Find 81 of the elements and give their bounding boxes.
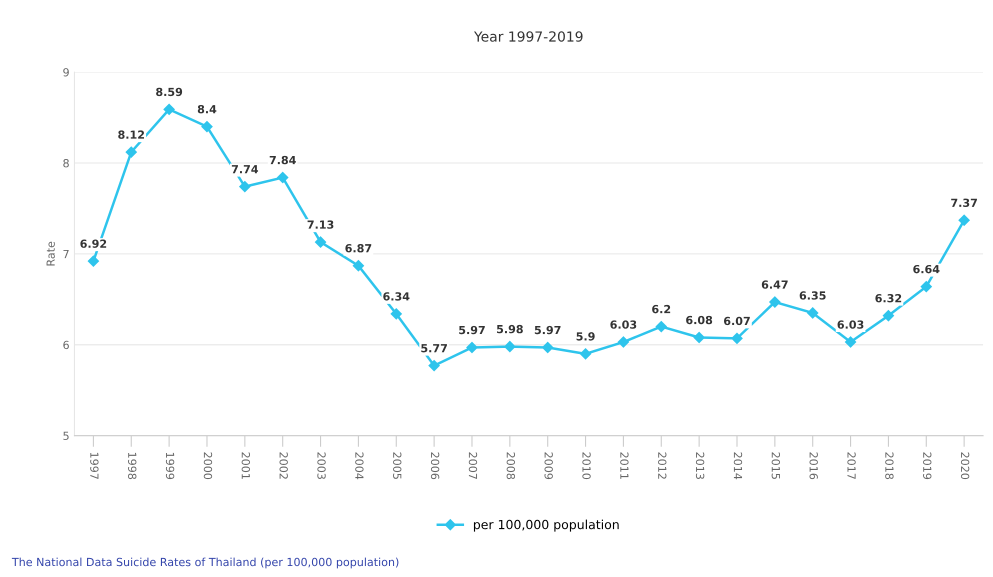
data-label: 5.97: [459, 326, 485, 334]
point: [466, 342, 478, 354]
y-tick-label: 7: [63, 250, 69, 258]
point: [201, 121, 213, 132]
data-label: 7.84: [270, 156, 296, 164]
point: [769, 296, 780, 308]
text: The National Data Suicide Rates of Thailand (per 100,000 population): [12, 558, 398, 568]
point: [807, 307, 818, 319]
data-label: 6.64: [913, 264, 940, 274]
x-tick-label: 2011: [620, 452, 629, 479]
point: [618, 336, 630, 348]
point: [542, 342, 554, 354]
x-tick-label: 2013: [696, 452, 704, 479]
x-tick-label: 2004: [355, 452, 364, 480]
data-label: 5.98: [496, 324, 523, 334]
point: [428, 360, 440, 372]
point: [126, 146, 137, 158]
point: [88, 256, 100, 267]
data-label: 6.03: [610, 320, 636, 329]
data-label: 8.4: [198, 104, 216, 114]
data-label: 6.08: [686, 316, 712, 324]
point: [656, 320, 667, 332]
x-tick-label: 1998: [128, 452, 136, 480]
x-tick-label: 2015: [772, 452, 780, 479]
x-tick-label: 2001: [242, 452, 250, 479]
data-label: 6.2: [652, 304, 670, 314]
x-tick-label: 1997: [90, 452, 99, 479]
data-label: 7.13: [308, 220, 334, 229]
x-tick-label: 2012: [658, 452, 666, 479]
y-tick-label: 8: [63, 158, 69, 168]
data-label: 6.07: [724, 316, 750, 326]
data-label: 5.97: [534, 326, 561, 334]
data-label: 6.32: [875, 294, 902, 302]
x-tick-label: 2017: [847, 452, 856, 479]
x-tick-label: 2000: [204, 452, 212, 480]
point: [694, 332, 705, 344]
x-tick-label: 2008: [506, 452, 516, 480]
data-label: 6.34: [383, 292, 410, 301]
data-label: 6.87: [345, 244, 372, 252]
point: [390, 308, 402, 320]
data-label: 5.77: [421, 344, 447, 352]
data-label: 8.12: [118, 130, 144, 139]
y-axis-title: Rate: [46, 242, 55, 266]
x-tick-label: 2003: [317, 452, 326, 479]
x-tick-label: 2005: [393, 452, 402, 479]
legend-label: per 100,000 population: [474, 520, 619, 532]
data-label: 6.47: [762, 280, 788, 289]
x-tick-label: 2002: [279, 452, 288, 479]
data-label: 6.92: [80, 239, 106, 248]
chart-title: Year 1997-2019: [474, 31, 583, 42]
point: [164, 104, 175, 115]
data-label: 6.35: [800, 291, 826, 300]
x-tick-label: 2018: [885, 452, 894, 480]
point: [580, 348, 592, 360]
data-label: 5.9: [576, 332, 595, 341]
data-label: 7.74: [232, 165, 258, 174]
y-tick-label: 5: [63, 432, 69, 440]
x-tick-label: 2019: [923, 452, 932, 480]
point: [504, 340, 516, 352]
x-tick-label: 2006: [430, 452, 440, 480]
x-tick-label: 2010: [582, 452, 591, 480]
point: [239, 181, 250, 192]
point: [958, 214, 970, 226]
point: [920, 280, 932, 292]
x-tick-label: 2014: [734, 452, 742, 480]
x-tick-label: 1999: [166, 452, 174, 480]
data-label: 6.03: [838, 320, 864, 329]
x-tick-label: 2007: [468, 452, 478, 479]
point: [882, 310, 894, 322]
y-tick-label: 9: [63, 68, 69, 77]
point: [352, 260, 364, 272]
x-tick-label: 2020: [960, 452, 970, 480]
point: [314, 236, 326, 248]
data-label: 8.59: [156, 88, 182, 96]
data-label: 7.37: [951, 198, 977, 207]
point: [731, 332, 743, 344]
point: [277, 172, 288, 184]
y-tick-label: 6: [63, 340, 69, 350]
x-tick-label: 2016: [809, 452, 818, 480]
point: [844, 336, 856, 348]
x-tick-label: 2009: [544, 452, 553, 480]
